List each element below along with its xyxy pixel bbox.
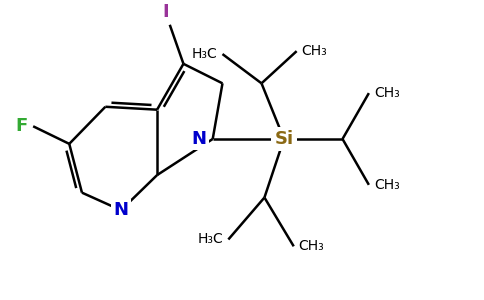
- Text: CH₃: CH₃: [299, 239, 324, 253]
- Text: H₃C: H₃C: [192, 47, 218, 61]
- Text: CH₃: CH₃: [374, 86, 399, 100]
- Text: CH₃: CH₃: [302, 44, 327, 58]
- Text: CH₃: CH₃: [374, 178, 399, 192]
- Text: Si: Si: [274, 130, 293, 148]
- Text: N: N: [113, 201, 128, 219]
- Text: H₃C: H₃C: [197, 232, 224, 247]
- Text: N: N: [192, 130, 207, 148]
- Text: F: F: [15, 117, 27, 135]
- Text: I: I: [163, 3, 169, 21]
